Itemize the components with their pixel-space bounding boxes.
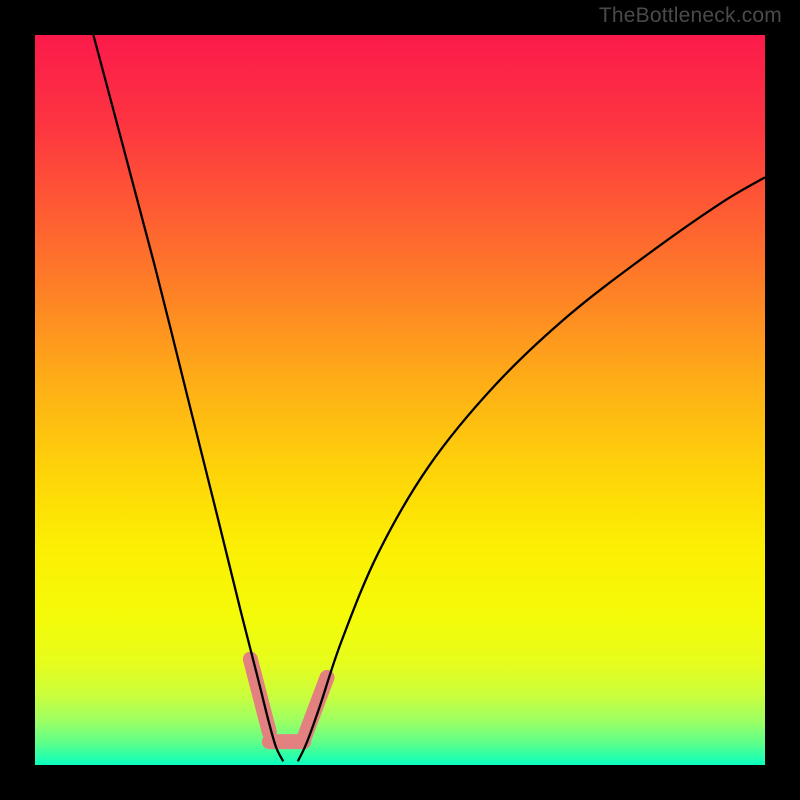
watermark-text: TheBottleneck.com: [599, 4, 782, 28]
gradient-background: [35, 35, 765, 765]
bottleneck-chart: [0, 0, 800, 800]
chart-stage: TheBottleneck.com: [0, 0, 800, 800]
